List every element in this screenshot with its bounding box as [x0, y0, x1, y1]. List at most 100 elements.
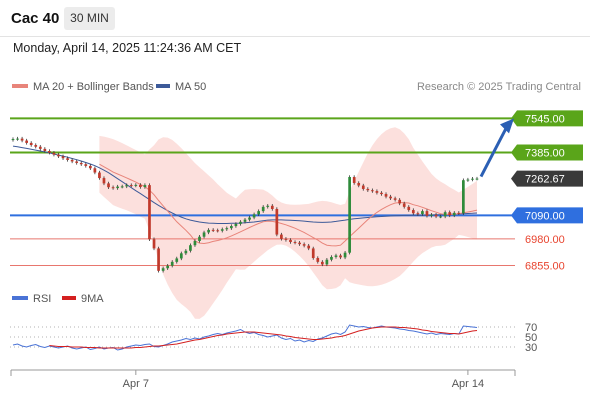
candle — [239, 221, 242, 224]
candle — [107, 183, 110, 188]
candle — [93, 168, 97, 173]
candle — [421, 211, 424, 215]
candle — [207, 229, 210, 233]
candle — [307, 245, 311, 249]
candle — [193, 240, 197, 246]
candle — [293, 242, 297, 244]
header-bar: Cac 40 30 MIN — [0, 0, 590, 37]
rsi-tick-label: 50 — [525, 332, 537, 344]
candle — [334, 255, 338, 257]
candle — [57, 154, 60, 157]
x-tick-label: Apr 7 — [123, 378, 149, 390]
candle — [430, 214, 433, 216]
instrument-title: Cac 40 — [11, 10, 60, 27]
candle — [225, 228, 229, 230]
candle — [348, 177, 351, 253]
candle — [84, 164, 88, 166]
candle — [116, 186, 119, 189]
ma50-legend-label: MA 50 — [175, 81, 206, 93]
level-label-7262.67: 7262.67 — [525, 174, 565, 186]
level-tag-7545.00 — [511, 110, 583, 127]
candle — [261, 206, 265, 212]
candle — [202, 232, 206, 237]
candle — [471, 178, 474, 180]
candle — [88, 165, 92, 169]
candle — [52, 152, 56, 155]
candle — [34, 145, 38, 147]
rsi-line — [12, 324, 478, 351]
candle — [184, 250, 188, 254]
projection-arrow — [479, 127, 508, 178]
candle — [243, 219, 247, 222]
ma20-line — [99, 163, 478, 247]
candle — [170, 261, 174, 266]
candle — [198, 236, 201, 241]
credit-text: Research © 2025 Trading Central — [417, 81, 581, 93]
candle — [20, 138, 24, 141]
rsi-ma-line — [49, 326, 478, 349]
level-tag-7090.00 — [511, 207, 583, 224]
ma50-legend-swatch — [156, 84, 170, 88]
candle — [102, 178, 106, 184]
candle — [330, 256, 333, 260]
x-tick-label: Apr 14 — [452, 378, 484, 390]
candle — [343, 252, 347, 258]
candle — [425, 211, 429, 216]
candle — [416, 213, 420, 215]
candle — [29, 142, 33, 146]
candle — [98, 172, 101, 179]
timeframe-button[interactable]: 30 MIN — [64, 7, 115, 30]
candle — [448, 212, 452, 216]
candle — [230, 226, 233, 229]
candle — [270, 205, 274, 209]
candle — [148, 185, 151, 240]
level-tag-7385.00 — [511, 144, 583, 161]
rsi-legend-swatch — [12, 296, 28, 300]
candle — [38, 146, 42, 149]
candle — [143, 185, 147, 188]
rsi-tick-label: 70 — [525, 322, 537, 334]
candle — [11, 139, 15, 141]
level-tag-7262.67 — [511, 170, 583, 187]
candle — [25, 140, 28, 143]
candle — [366, 188, 370, 191]
ma9-legend-label: 9MA — [81, 293, 104, 305]
level-label-6855.00: 6855.00 — [525, 260, 565, 272]
candle — [284, 238, 288, 240]
candle — [361, 185, 365, 189]
candle — [111, 187, 115, 189]
candle — [161, 268, 165, 271]
candle — [380, 192, 383, 195]
candle — [75, 161, 79, 163]
candle — [179, 253, 183, 259]
candle — [211, 229, 215, 231]
candle — [252, 214, 256, 218]
candle — [275, 208, 279, 235]
level-label-7090.00: 7090.00 — [525, 210, 565, 222]
datetime-label: Monday, April 14, 2025 11:24:36 AM CET — [13, 41, 242, 55]
candle — [79, 162, 83, 165]
candle — [175, 258, 179, 262]
candle — [234, 223, 238, 227]
candle — [66, 158, 69, 160]
candle — [357, 182, 361, 186]
candle — [166, 265, 170, 269]
candle — [129, 185, 133, 187]
candle — [70, 159, 74, 162]
candle — [134, 184, 138, 186]
candle — [320, 261, 324, 265]
candle — [375, 191, 379, 193]
candle — [371, 190, 374, 192]
candle — [325, 259, 329, 265]
candle — [216, 230, 220, 232]
candle — [16, 138, 19, 140]
candle — [48, 151, 51, 153]
ma9-legend-swatch — [62, 296, 76, 300]
bollinger-band — [99, 127, 478, 319]
candle — [266, 205, 270, 207]
price-plot: 7545.00 7385.00 7262.67 7090.00 6980.00 6855.… — [10, 110, 583, 319]
candle — [289, 239, 292, 243]
